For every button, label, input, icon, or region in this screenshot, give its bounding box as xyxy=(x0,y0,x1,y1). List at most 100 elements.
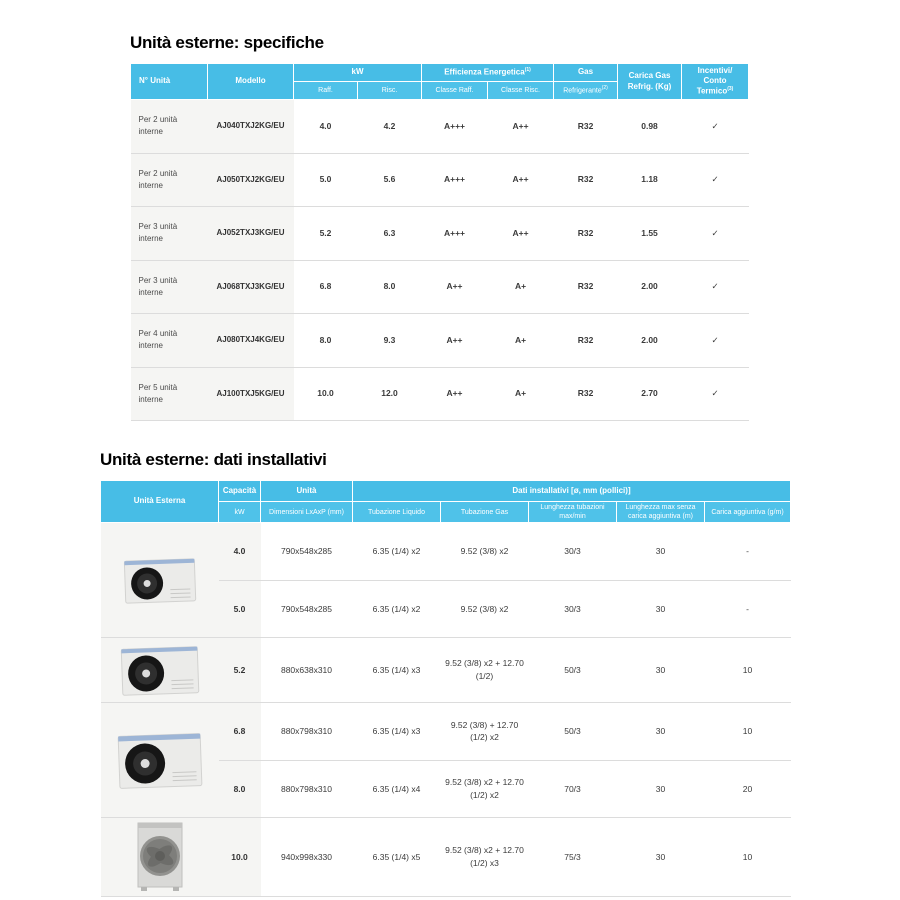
col-header-raff: Raff. xyxy=(293,81,358,100)
cell-dimensions: 880x798x310 xyxy=(260,702,353,761)
cell-raff: 4.0 xyxy=(319,120,332,131)
cell-classe-raff: A+++ xyxy=(443,120,466,131)
table-row: 4.0 790x548x285 6.35 (1/4) x2 9.52 (3/8)… xyxy=(100,522,791,638)
outdoor-unit-photo-large xyxy=(100,702,219,818)
cell-max-length: 30 xyxy=(616,817,705,898)
table-row: Per 3 unità interne AJ068TXJ3KG/EU 6.8 8… xyxy=(130,259,749,314)
spec-table-header: N° Unità Modello kW Efficienza Energetic… xyxy=(130,63,750,100)
col-header-gas: Gas xyxy=(553,63,619,82)
cell-gas-pipe: 9.52 (3/8) + 12.70 (1/2) x2 xyxy=(440,702,529,761)
col-header-lunghezza-tubazioni: Lunghezza tubazioni max/min xyxy=(528,500,617,524)
spec-section-title: Unità esterne: specifiche xyxy=(130,33,324,52)
cell-classe-raff: A+++ xyxy=(421,206,488,260)
checkmark-icon: ✓ xyxy=(681,259,749,314)
cell-gas: R32 xyxy=(553,206,618,260)
cell-capacity: 5.2 xyxy=(218,637,261,703)
footnote-marker: (2) xyxy=(601,85,608,92)
cell-max-length: 30 xyxy=(655,546,666,557)
checkmark-icon: ✓ xyxy=(681,366,749,421)
cell-gas-pipe: 9.52 (3/8) x2 + 12.70 (1/2) x2 xyxy=(440,759,529,818)
col-header-classe-raff: Classe Raff. xyxy=(421,81,488,100)
col-header-incentivi: Incentivi/ Conto Termico(3) xyxy=(681,63,750,100)
col-header-tubazione-liquido: Tubazione Liquido xyxy=(352,500,441,524)
table-row: 8.0 880x798x310 6.35 (1/4) x4 9.52 (3/8)… xyxy=(101,759,791,818)
checkmark-icon: ✓ xyxy=(681,313,749,367)
cell-raff: 5.0 xyxy=(293,152,358,207)
col-header-dati-installativi: Dati installativi [ø, mm (pollici)] xyxy=(352,480,791,502)
cell-liquid-pipe: 6.35 (1/4) x4 xyxy=(352,759,441,818)
cell-units: Per 5 unità interne xyxy=(130,366,208,421)
table-row: 6.8 880x798x310 6.35 (1/4) x3 9.52 (3/8)… xyxy=(100,702,791,818)
table-row: 10.0 940x998x330 6.35 (1/4) x5 9.52 (3/8… xyxy=(100,817,791,898)
table-row: Per 5 unità interne AJ100TXJ5KG/EU 10.0 … xyxy=(130,366,749,421)
cell-dimensions: 790x548x285 xyxy=(260,579,353,638)
cell-capacity: 8.0 xyxy=(218,759,261,818)
col-header-kw: kW xyxy=(218,500,261,524)
cell-pipe-length: 50/3 xyxy=(528,702,617,761)
col-header-tubazione-gas: Tubazione Gas xyxy=(440,500,529,524)
cell-model: AJ068TXJ3KG/EU xyxy=(207,259,294,314)
col-header-capacita: Capacità xyxy=(218,480,261,502)
cell-model: AJ050TXJ2KG/EU xyxy=(207,152,294,207)
table-row: Per 2 unità interne AJ050TXJ2KG/EU 5.0 5… xyxy=(130,152,749,207)
cell-classe-risc: A++ xyxy=(512,120,529,131)
footnote-marker: (1) xyxy=(524,66,531,73)
cell-max-length: 30 xyxy=(616,702,705,761)
cell-dimensions: 940x998x330 xyxy=(260,817,353,898)
cell-units: Per 2 unità interne xyxy=(130,152,208,207)
cell-carica: 2.00 xyxy=(617,313,682,367)
cell-gas: R32 xyxy=(553,313,618,367)
cell-additional-charge: 10 xyxy=(704,637,791,703)
install-table-header: Unità Esterna Capacità Unità Dati instal… xyxy=(100,479,791,524)
cell-liquid-pipe: 6.35 (1/4) x2 xyxy=(372,546,421,557)
col-header-kw: kW xyxy=(293,63,422,82)
cell-carica: 1.18 xyxy=(617,152,682,207)
cell-gas-pipe: 9.52 (3/8) x2 xyxy=(440,579,529,638)
checkmark-icon: ✓ xyxy=(681,152,749,207)
cell-max-length: 30 xyxy=(616,637,705,703)
cell-carica: 1.55 xyxy=(617,206,682,260)
cell-model: AJ040TXJ2KG/EU xyxy=(207,99,294,153)
cell-carica: 0.98 xyxy=(641,120,658,131)
cell-units: Per 4 unità interne xyxy=(130,313,208,367)
cell-pipe-length: 30/3 xyxy=(528,579,617,638)
cell-capacity: 5.0 xyxy=(218,579,261,638)
col-header-unita-esterna: Unità Esterna xyxy=(100,479,219,524)
cell-additional-charge: - xyxy=(704,579,791,638)
cell-raff: 8.0 xyxy=(293,313,358,367)
cell-dimensions: 790x548x285 xyxy=(280,546,333,557)
cell-liquid-pipe: 6.35 (1/4) x2 xyxy=(352,579,441,638)
col-header-dimensioni: Dimensioni LxAxP (mm) xyxy=(260,500,353,524)
cell-capacity: 6.8 xyxy=(218,702,261,761)
col-header-risc: Risc. xyxy=(357,81,422,100)
cell-classe-risc: A++ xyxy=(487,152,554,207)
cell-gas: R32 xyxy=(553,366,618,421)
cell-max-length: 30 xyxy=(616,759,705,818)
cell-additional-charge: - xyxy=(746,546,749,557)
col-header-unita: Unità xyxy=(260,480,353,502)
cell-carica: 2.70 xyxy=(617,366,682,421)
install-section: Unità esterne: dati installativi Unità E… xyxy=(100,450,791,898)
cell-liquid-pipe: 6.35 (1/4) x5 xyxy=(352,817,441,898)
cell-additional-charge: 10 xyxy=(704,702,791,761)
cell-raff: 6.8 xyxy=(293,259,358,314)
col-header-classe-risc: Classe Risc. xyxy=(486,81,555,100)
cell-gas: R32 xyxy=(553,259,618,314)
table-row: 5.2 880x638x310 6.35 (1/4) x3 9.52 (3/8)… xyxy=(100,637,791,703)
cell-classe-risc: A+ xyxy=(487,259,554,314)
cell-classe-risc: A+ xyxy=(487,313,554,367)
cell-classe-raff: A+++ xyxy=(421,152,488,207)
cell-units: Per 3 unità interne xyxy=(130,206,208,260)
outdoor-unit-photo-medium xyxy=(100,637,219,703)
cell-max-length: 30 xyxy=(616,579,705,638)
col-header-refrigerante: Refrigerante(2) xyxy=(553,81,619,100)
cell-raff: 5.2 xyxy=(293,206,358,260)
cell-liquid-pipe: 6.35 (1/4) x3 xyxy=(352,637,441,703)
table-row: Per 4 unità interne AJ080TXJ4KG/EU 8.0 9… xyxy=(130,313,749,367)
cell-dimensions: 880x798x310 xyxy=(260,759,353,818)
cell-classe-raff: A++ xyxy=(421,259,488,314)
cell-capacity: 10.0 xyxy=(218,817,261,898)
cell-classe-raff: A++ xyxy=(421,313,488,367)
table-row: 5.0 790x548x285 6.35 (1/4) x2 9.52 (3/8)… xyxy=(101,579,791,638)
install-table: Unità Esterna Capacità Unità Dati instal… xyxy=(100,479,791,898)
